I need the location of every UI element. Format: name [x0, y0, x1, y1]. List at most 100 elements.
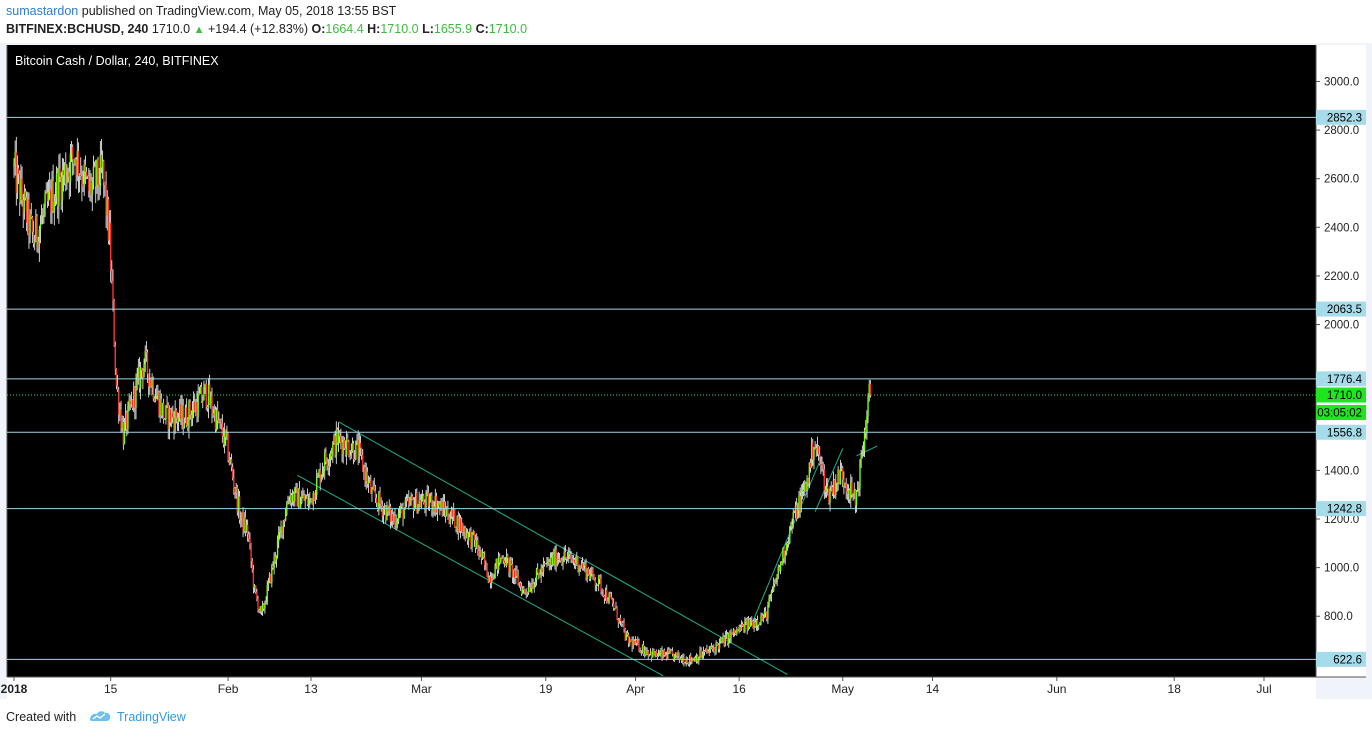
candle-body: [347, 437, 349, 442]
candle-body: [839, 469, 842, 484]
candle-body: [65, 164, 67, 184]
candle-body: [858, 488, 860, 490]
candle-body: [790, 524, 792, 527]
candle-body: [855, 490, 858, 506]
candle-body: [580, 563, 583, 567]
x-tick-label: 15: [104, 682, 118, 696]
symbol-label: BITFINEX:BCHUSD, 240: [6, 22, 149, 36]
candle-body: [595, 585, 598, 587]
price-axis[interactable]: [1316, 45, 1366, 677]
candle-body: [526, 592, 529, 594]
candle-body: [463, 527, 465, 532]
candle-body: [393, 516, 395, 521]
candle-body: [157, 392, 159, 396]
trend-line[interactable]: [814, 448, 844, 512]
candle-body: [528, 586, 531, 592]
candle-body: [671, 650, 674, 655]
candle-body: [791, 524, 793, 526]
candle-body: [146, 352, 149, 375]
x-tick-label: 16: [732, 682, 746, 696]
candle-body: [84, 164, 87, 172]
candle-body: [284, 514, 287, 521]
candle-body: [486, 563, 488, 577]
candle-body: [829, 490, 831, 503]
candle-body: [187, 425, 189, 428]
time-axis[interactable]: [7, 677, 1316, 699]
candle-body: [573, 559, 576, 563]
tradingview-link[interactable]: TradingView: [117, 710, 186, 724]
candle-body: [764, 611, 767, 613]
candle-body: [144, 350, 146, 365]
candle-body: [307, 500, 310, 505]
candle-body: [789, 526, 791, 544]
candle-body: [525, 592, 527, 594]
candle-body: [537, 568, 539, 573]
candle-body: [861, 454, 863, 456]
candle-body: [665, 655, 668, 660]
candle-body: [760, 616, 762, 624]
candle-body: [230, 459, 233, 468]
candle-body: [176, 417, 179, 422]
plot-area[interactable]: [7, 45, 1316, 677]
candle-body: [59, 168, 61, 177]
candle-body: [246, 525, 249, 535]
price-chart[interactable]: Bitcoin Cash / Dollar, 240, BITFINEX 300…: [0, 43, 1372, 699]
candle-body: [288, 500, 290, 502]
candle-body: [334, 435, 336, 455]
candle-body: [776, 574, 778, 582]
candle-body: [778, 567, 781, 571]
candle-body: [279, 530, 281, 533]
candle-body: [152, 380, 154, 399]
candle-body: [761, 616, 763, 621]
candle-body: [112, 280, 114, 301]
candle-body: [42, 215, 44, 217]
x-tick-label: 18: [1168, 682, 1182, 696]
horizontal-levels[interactable]: 2852.3 2063.5 1776.4 1556.8 1242.8 622.6: [7, 109, 1366, 667]
candle-body: [66, 176, 68, 184]
high-value: 1710.0: [380, 22, 419, 36]
candle-body: [866, 416, 868, 433]
candle-body: [550, 557, 553, 566]
candle-body: [60, 176, 62, 201]
candle-body: [253, 585, 256, 588]
candle-body: [240, 519, 242, 521]
candle-body: [39, 224, 42, 230]
candle-body: [99, 154, 102, 188]
candle-body: [147, 374, 150, 387]
tradingview-logo-icon[interactable]: [88, 708, 112, 724]
trend-line[interactable]: [338, 421, 788, 676]
candle-body: [472, 531, 474, 533]
candle-body: [179, 404, 181, 418]
candle-body: [633, 640, 636, 645]
candle-body: [88, 176, 90, 192]
trend-line[interactable]: [752, 455, 823, 622]
candle-body: [815, 448, 817, 451]
countdown-badge: [1316, 405, 1366, 421]
candle-body: [512, 569, 515, 578]
candle-body: [635, 639, 638, 644]
candle-body: [251, 561, 253, 570]
candle-body: [560, 558, 562, 561]
candle-body: [663, 650, 666, 656]
candle-body: [478, 550, 480, 556]
candle-body: [695, 655, 698, 662]
candle-body: [729, 632, 731, 639]
publish-line: sumastardon published on TradingView.com…: [6, 4, 396, 18]
candle-body: [93, 166, 96, 168]
candle-body: [160, 398, 163, 416]
author-link[interactable]: sumastardon: [6, 4, 79, 18]
candle-body: [167, 404, 169, 429]
candle-body: [709, 646, 712, 651]
candle-body: [530, 588, 532, 592]
trend-line[interactable]: [856, 445, 878, 457]
candle-body: [455, 527, 457, 529]
candle-body: [257, 598, 259, 611]
candle-body: [356, 440, 358, 442]
candle-body: [669, 650, 671, 653]
candle-body: [533, 586, 535, 589]
candle-body: [458, 518, 461, 533]
level-label: 1776.4: [1327, 374, 1363, 386]
candle-body: [593, 574, 595, 580]
candle-body: [170, 412, 173, 423]
candle-body: [510, 560, 512, 565]
